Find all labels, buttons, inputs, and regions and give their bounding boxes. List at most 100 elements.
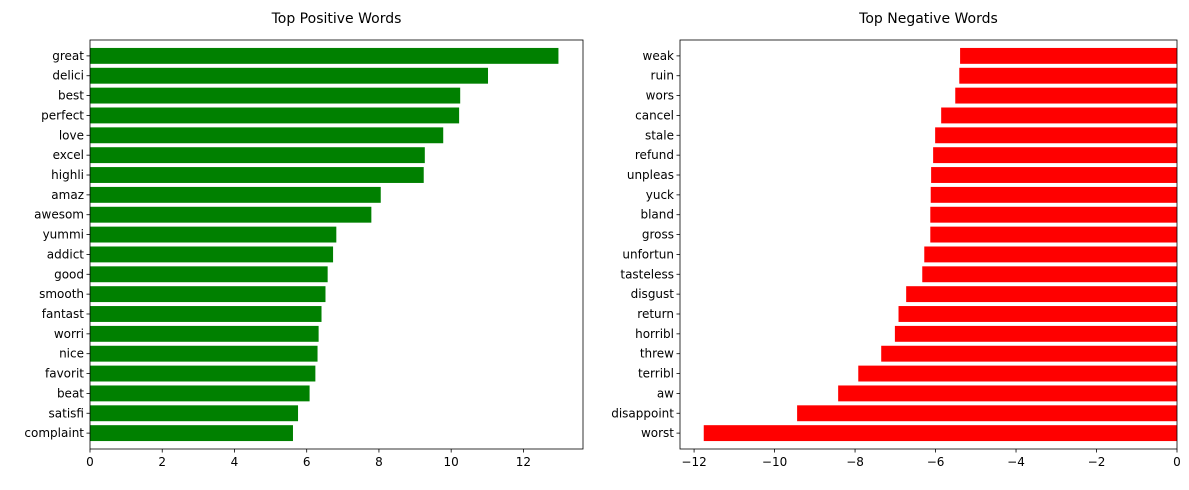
negative-ytick-label: disgust	[631, 287, 675, 301]
positive-ytick-label: highli	[51, 168, 84, 182]
positive-ytick-label: smooth	[39, 287, 84, 301]
positive-xtick-label: 2	[158, 455, 166, 469]
positive-bar-smooth	[90, 286, 326, 303]
positive-ytick-label: beat	[57, 386, 84, 400]
negative-ytick-label: terribl	[638, 367, 674, 381]
negative-ytick-label: aw	[657, 386, 674, 400]
positive-ytick-label: addict	[47, 247, 85, 261]
positive-bar-good	[90, 266, 328, 283]
positive-bar-excel	[90, 147, 425, 164]
negative-bar-refund	[933, 147, 1177, 164]
negative-bar-disappoint	[797, 405, 1177, 422]
positive-bar-worri	[90, 325, 319, 342]
negative-plot-frame	[679, 39, 1178, 450]
negative-bar-tasteless	[922, 266, 1177, 283]
negative-ytick-label: cancel	[635, 108, 674, 122]
positive-ytick-label: love	[59, 128, 84, 142]
negative-ytick-label: tasteless	[620, 267, 674, 281]
positive-plot-frame	[89, 39, 584, 450]
negative-bar-weak	[960, 47, 1177, 64]
positive-xtick-label: 10	[444, 455, 459, 469]
negative-bar-threw	[881, 345, 1177, 362]
positive-ytick-label: fantast	[42, 307, 84, 321]
negative-bar-bland	[930, 206, 1177, 223]
positive-bar-best	[90, 87, 461, 104]
negative-bar-return	[898, 306, 1177, 322]
positive-bar-perfect	[90, 107, 460, 124]
positive-bar-amaz	[90, 186, 381, 203]
negative-ytick-label: disappoint	[611, 406, 674, 420]
positive-ytick-label: complaint	[24, 426, 84, 440]
negative-bar-aw	[838, 385, 1177, 402]
positive-xtick-label: 12	[516, 455, 531, 469]
negative-ytick-label: threw	[640, 347, 674, 361]
negative-bar-unpleas	[931, 167, 1177, 183]
negative-xtick-label: −12	[681, 455, 706, 469]
negative-xtick-label: −6	[927, 455, 945, 469]
positive-ytick-label: perfect	[41, 108, 84, 122]
negative-bar-ruin	[959, 67, 1177, 84]
positive-bar-addict	[90, 246, 334, 263]
positive-ytick-label: good	[54, 267, 84, 281]
positive-ytick-label: worri	[54, 327, 84, 341]
positive-words-chart: Top Positive Words great delici best perfect…	[24, 11, 584, 469]
negative-bar-terribl	[858, 365, 1177, 382]
negative-ytick-label: weak	[643, 49, 675, 63]
negative-ytick-label: unfortun	[622, 247, 674, 261]
positive-ytick-label: nice	[59, 347, 84, 361]
negative-ytick-label: bland	[640, 208, 674, 222]
negative-ytick-label: yuck	[646, 188, 674, 202]
positive-ytick-label: delici	[52, 69, 84, 83]
negative-bar-yuck	[930, 186, 1177, 203]
negative-bar-horribl	[894, 325, 1177, 342]
negative-ytick-label: horribl	[635, 327, 674, 341]
positive-xtick-label: 4	[231, 455, 239, 469]
positive-bar-beat	[90, 385, 310, 402]
negative-xtick-label: −10	[762, 455, 787, 469]
positive-ytick-label: awesom	[34, 208, 84, 222]
negative-words-chart: Top Negative Words weak ruin wors cancel stal…	[611, 11, 1181, 469]
positive-bar-great	[90, 47, 559, 64]
negative-bar-unfortun	[924, 246, 1177, 263]
negative-ytick-label: wors	[646, 89, 674, 103]
negative-ytick-label: refund	[635, 148, 674, 162]
negative-bar-stale	[935, 127, 1177, 144]
negative-ytick-label: unpleas	[627, 168, 674, 182]
positive-ytick-label: best	[58, 89, 84, 103]
negative-xtick-label: −2	[1088, 455, 1106, 469]
positive-ytick-label: amaz	[51, 188, 84, 202]
positive-bar-favorit	[90, 365, 316, 382]
positive-xtick-label: 6	[303, 455, 311, 469]
negative-xtick-label: 0	[1173, 455, 1181, 469]
positive-bar-delici	[90, 67, 489, 84]
negative-ytick-label: worst	[641, 426, 674, 440]
negative-ytick-label: return	[637, 307, 674, 321]
positive-ytick-label: satisfi	[49, 406, 84, 420]
positive-ytick-label: favorit	[45, 367, 84, 381]
negative-bar-wors	[955, 87, 1177, 104]
negative-bar-worst	[703, 425, 1177, 442]
positive-bar-awesom	[90, 206, 372, 223]
positive-bar-complaint	[90, 425, 293, 442]
negative-ytick-label: stale	[645, 128, 674, 142]
positive-bar-fantast	[90, 306, 322, 322]
positive-xtick-label: 0	[86, 455, 94, 469]
positive-bar-highli	[90, 167, 424, 183]
negative-ytick-label: ruin	[651, 69, 674, 83]
negative-chart-title: Top Negative Words	[858, 11, 998, 27]
negative-xtick-label: −8	[846, 455, 864, 469]
positive-ytick-label: great	[52, 49, 84, 63]
positive-ytick-label: excel	[53, 148, 84, 162]
negative-bar-cancel	[941, 107, 1177, 124]
positive-ytick-label: yummi	[43, 228, 84, 242]
positive-bar-satisfi	[90, 405, 299, 422]
positive-xtick-label: 8	[375, 455, 383, 469]
negative-ytick-label: gross	[642, 228, 674, 242]
positive-chart-title: Top Positive Words	[271, 11, 402, 27]
positive-bar-love	[90, 127, 444, 144]
positive-bar-yummi	[90, 226, 337, 243]
negative-bar-gross	[930, 226, 1177, 243]
negative-bar-disgust	[906, 286, 1177, 303]
positive-bar-nice	[90, 345, 318, 362]
